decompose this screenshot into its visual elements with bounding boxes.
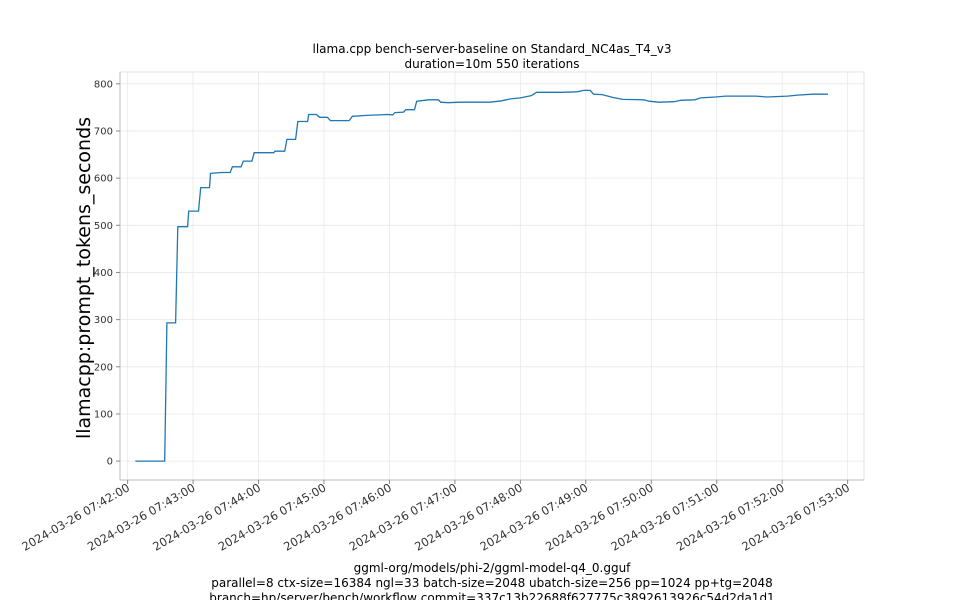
- y-axis-label: llamacpp:prompt_tokens_seconds: [73, 117, 95, 439]
- x-tick-label: 2024-03-26 07:46:00: [281, 480, 394, 553]
- x-tick-label: 2024-03-26 07:51:00: [608, 480, 721, 553]
- x-label-line-2: parallel=8 ctx-size=16384 ngl=33 batch-s…: [211, 576, 772, 590]
- x-tick-label: 2024-03-26 07:53:00: [739, 480, 852, 553]
- x-label-line-3: branch=hp/server/bench/workflow commit=3…: [209, 591, 774, 600]
- y-tick-label: 0: [107, 457, 113, 468]
- x-tick-label: 2024-03-26 07:42:00: [19, 480, 132, 553]
- y-tick-label: 400: [94, 268, 113, 279]
- grid: [120, 72, 864, 480]
- y-tick-label: 800: [94, 79, 113, 90]
- plot-frame: [119, 71, 865, 481]
- x-tick-label: 2024-03-26 07:44:00: [150, 480, 263, 553]
- x-tick-label: 2024-03-26 07:48:00: [412, 480, 525, 553]
- x-tick-label: 2024-03-26 07:47:00: [347, 480, 460, 553]
- x-tick-label: 2024-03-26 07:45:00: [216, 480, 329, 553]
- series-line: [135, 89, 828, 462]
- chart-subtitle: duration=10m 550 iterations: [405, 57, 580, 71]
- x-tick-label: 2024-03-26 07:52:00: [674, 480, 787, 553]
- y-tick-label: 300: [94, 315, 113, 326]
- x-label-line-1: ggml-org/models/phi-2/ggml-model-q4_0.gg…: [354, 561, 632, 575]
- y-tick-label: 700: [94, 126, 113, 137]
- x-tick-label: 2024-03-26 07:43:00: [85, 480, 198, 553]
- chart-title: llama.cpp bench-server-baseline on Stand…: [313, 42, 672, 56]
- y-tick-label: 500: [94, 221, 113, 232]
- y-tick-label: 200: [94, 362, 113, 373]
- y-tick-label: 600: [94, 174, 113, 185]
- y-tick-label: 100: [94, 409, 113, 420]
- x-tick-label: 2024-03-26 07:49:00: [478, 480, 591, 553]
- x-tick-label: 2024-03-26 07:50:00: [543, 480, 656, 553]
